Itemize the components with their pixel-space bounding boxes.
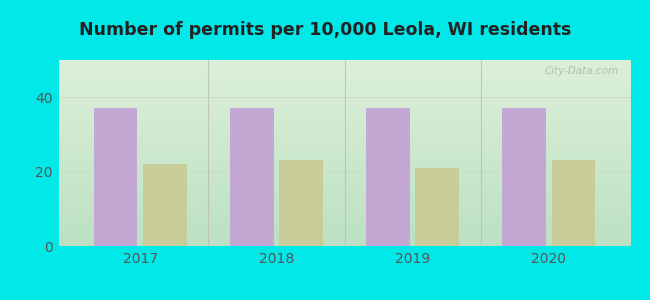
Bar [367, 108, 410, 246]
Bar [143, 164, 187, 246]
Bar [415, 168, 459, 246]
Text: Number of permits per 10,000 Leola, WI residents: Number of permits per 10,000 Leola, WI r… [79, 21, 571, 39]
Bar [94, 108, 138, 246]
Bar [230, 108, 274, 246]
Text: City-Data.com: City-Data.com [545, 66, 619, 76]
Bar [551, 160, 595, 246]
Bar [279, 160, 322, 246]
Bar [502, 108, 546, 246]
